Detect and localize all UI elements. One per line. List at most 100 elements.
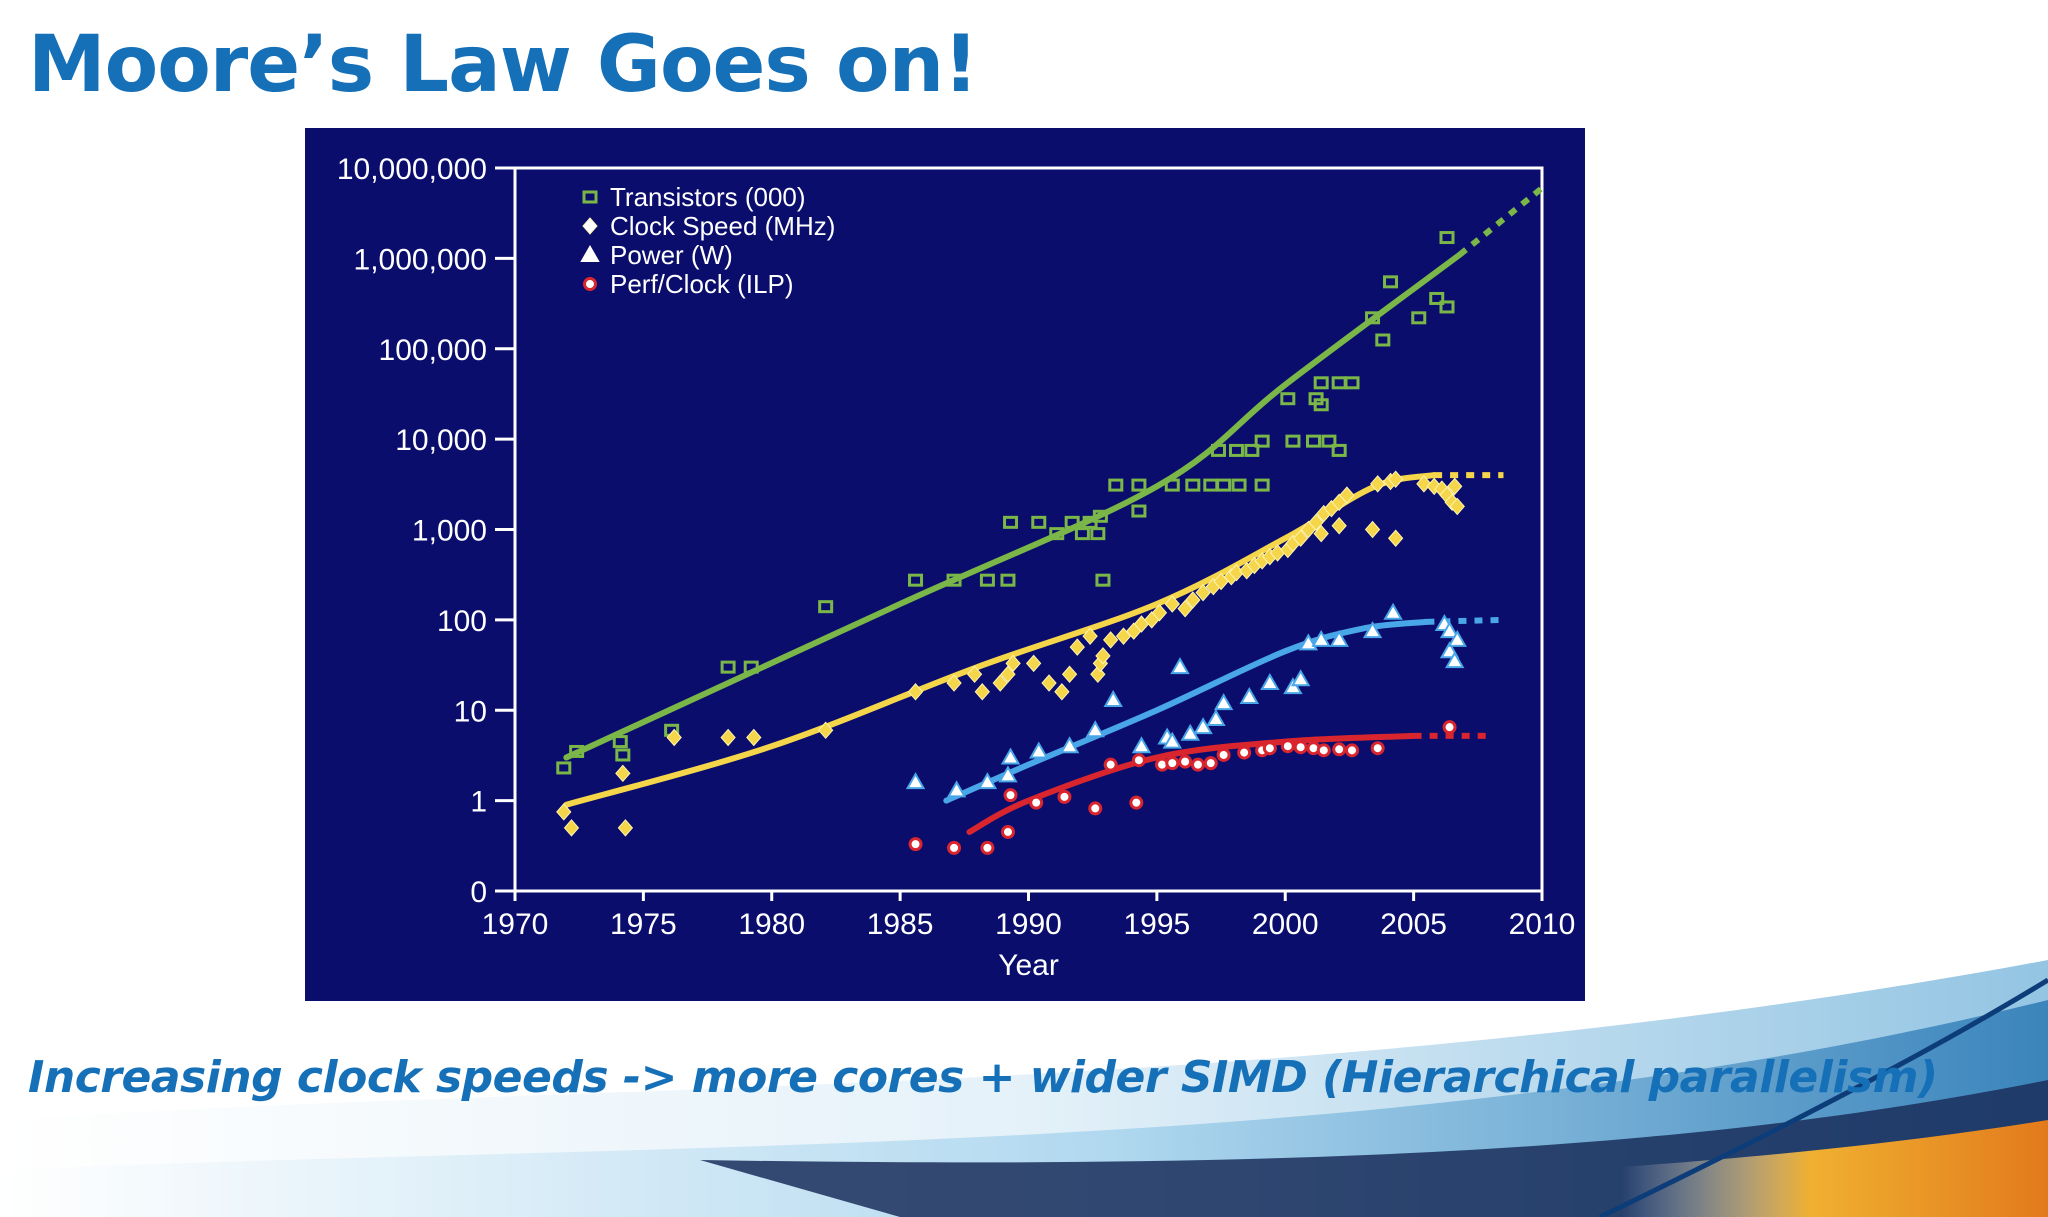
data-point-clock [1387,529,1404,548]
data-point-transistors [615,748,631,762]
y-tick-label: 1 [470,786,487,819]
data-point-power [1059,736,1080,754]
data-point-transistors [1285,434,1301,448]
data-point-transistors [1074,527,1090,541]
data-point-transistors [612,735,628,749]
data-point-transistors [1439,231,1455,245]
x-tick-label: 2010 [1509,908,1576,941]
data-point-clock [1447,477,1463,496]
data-point-transistors [1131,504,1147,518]
x-tick-label: 1990 [995,908,1062,941]
data-point-transistors [908,573,924,587]
data-point-clock [1000,665,1016,684]
data-point-clock [563,819,580,837]
data-point-clock [1313,524,1329,543]
data-point-transistors [1131,478,1147,492]
data-point-power [1444,651,1465,669]
data-point-perfclock [1003,788,1018,803]
data-point-transistors [1383,275,1399,289]
data-point-clock [1041,674,1057,692]
data-point-clock [907,683,924,701]
data-point-perfclock [1293,740,1308,755]
data-point-power [1170,657,1190,675]
data-point-power [905,772,926,790]
data-point-transistors [1000,573,1016,587]
data-point-clock [746,728,762,747]
data-point-clock [1339,486,1355,504]
data-point-power [998,765,1018,783]
data-point-perfclock [980,840,995,855]
data-point-transistors [1331,376,1347,390]
data-point-power [1000,747,1021,765]
data-point-transistors [1090,527,1106,541]
data-point-clock [556,803,572,821]
data-point-transistors [1003,515,1019,529]
x-tick-label: 1985 [867,908,934,941]
data-point-perfclock [1316,743,1331,758]
data-point-power [1085,720,1105,738]
data-point-perfclock [1332,742,1347,757]
x-tick-label: 1995 [1124,908,1191,941]
data-point-transistors [556,761,572,775]
legend-label-perfclock: Perf/Clock (ILP) [610,269,794,299]
data-point-clock [615,764,631,783]
data-point-power [1206,708,1226,727]
data-point-perfclock [1262,741,1277,756]
data-point-transistors [1064,515,1080,529]
data-point-power [1290,669,1311,687]
data-point-transistors [818,600,834,614]
data-point-transistors [569,744,585,758]
data-point-transistors [1031,515,1047,529]
data-point-transistors [1244,443,1260,457]
data-point-perfclock [1131,753,1146,768]
data-point-clock [1061,665,1078,684]
data-point-transistors [1331,443,1347,457]
data-point-transistors [1429,291,1445,305]
data-point-transistors [1411,311,1427,325]
data-point-clock [1449,497,1465,516]
trend-extrapolation-transistors [1457,185,1544,257]
data-point-clock [1054,683,1070,701]
data-point-transistors [1313,376,1329,390]
data-point-perfclock [1129,795,1144,810]
data-point-transistors [1305,434,1321,448]
data-point-perfclock [1029,795,1044,810]
y-tick-label: 1,000,000 [354,243,487,276]
data-point-perfclock [1088,801,1103,816]
trend-line-perfclock [966,732,1417,835]
legend-label-power: Power (W) [610,240,733,270]
data-point-perfclock [1216,747,1231,762]
data-point-perfclock [1000,824,1015,839]
data-point-clock [666,728,682,747]
data-point-clock [1151,603,1168,622]
data-point-clock [1102,631,1119,649]
data-point-clock [946,674,962,692]
y-tick-label: 10 [454,695,487,728]
slide-title: Moore’s Law Goes on! [28,20,979,110]
data-point-transistors [1254,434,1270,448]
data-point-power [1213,693,1234,711]
data-point-perfclock [1280,739,1295,754]
x-axis-label: Year [998,949,1059,982]
trend-line-clock [563,472,1438,808]
y-tick-label: 0 [470,876,487,909]
legend-marker-perfclock [583,277,597,291]
data-point-clock [1005,654,1021,673]
data-point-power [1329,629,1349,647]
data-point-clock [1095,647,1111,665]
data-point-transistors [979,573,995,587]
y-tick-label: 1,000 [412,515,487,548]
legend-marker-transistors [582,190,598,204]
data-point-transistors [1344,376,1360,390]
data-point-transistors [1216,478,1232,492]
moores-law-chart: 0 1 10 100 1,000 10,000 100,000 1,000,000 10,000… [337,153,1576,982]
data-point-clock [1308,513,1324,532]
data-point-perfclock [1370,741,1385,756]
data-point-power [1193,717,1213,735]
trend-line-power [943,618,1430,804]
data-point-clock [974,683,990,701]
data-point-transistors [1203,478,1219,492]
data-point-transistors [1092,509,1108,523]
data-point-transistors [1375,333,1391,347]
